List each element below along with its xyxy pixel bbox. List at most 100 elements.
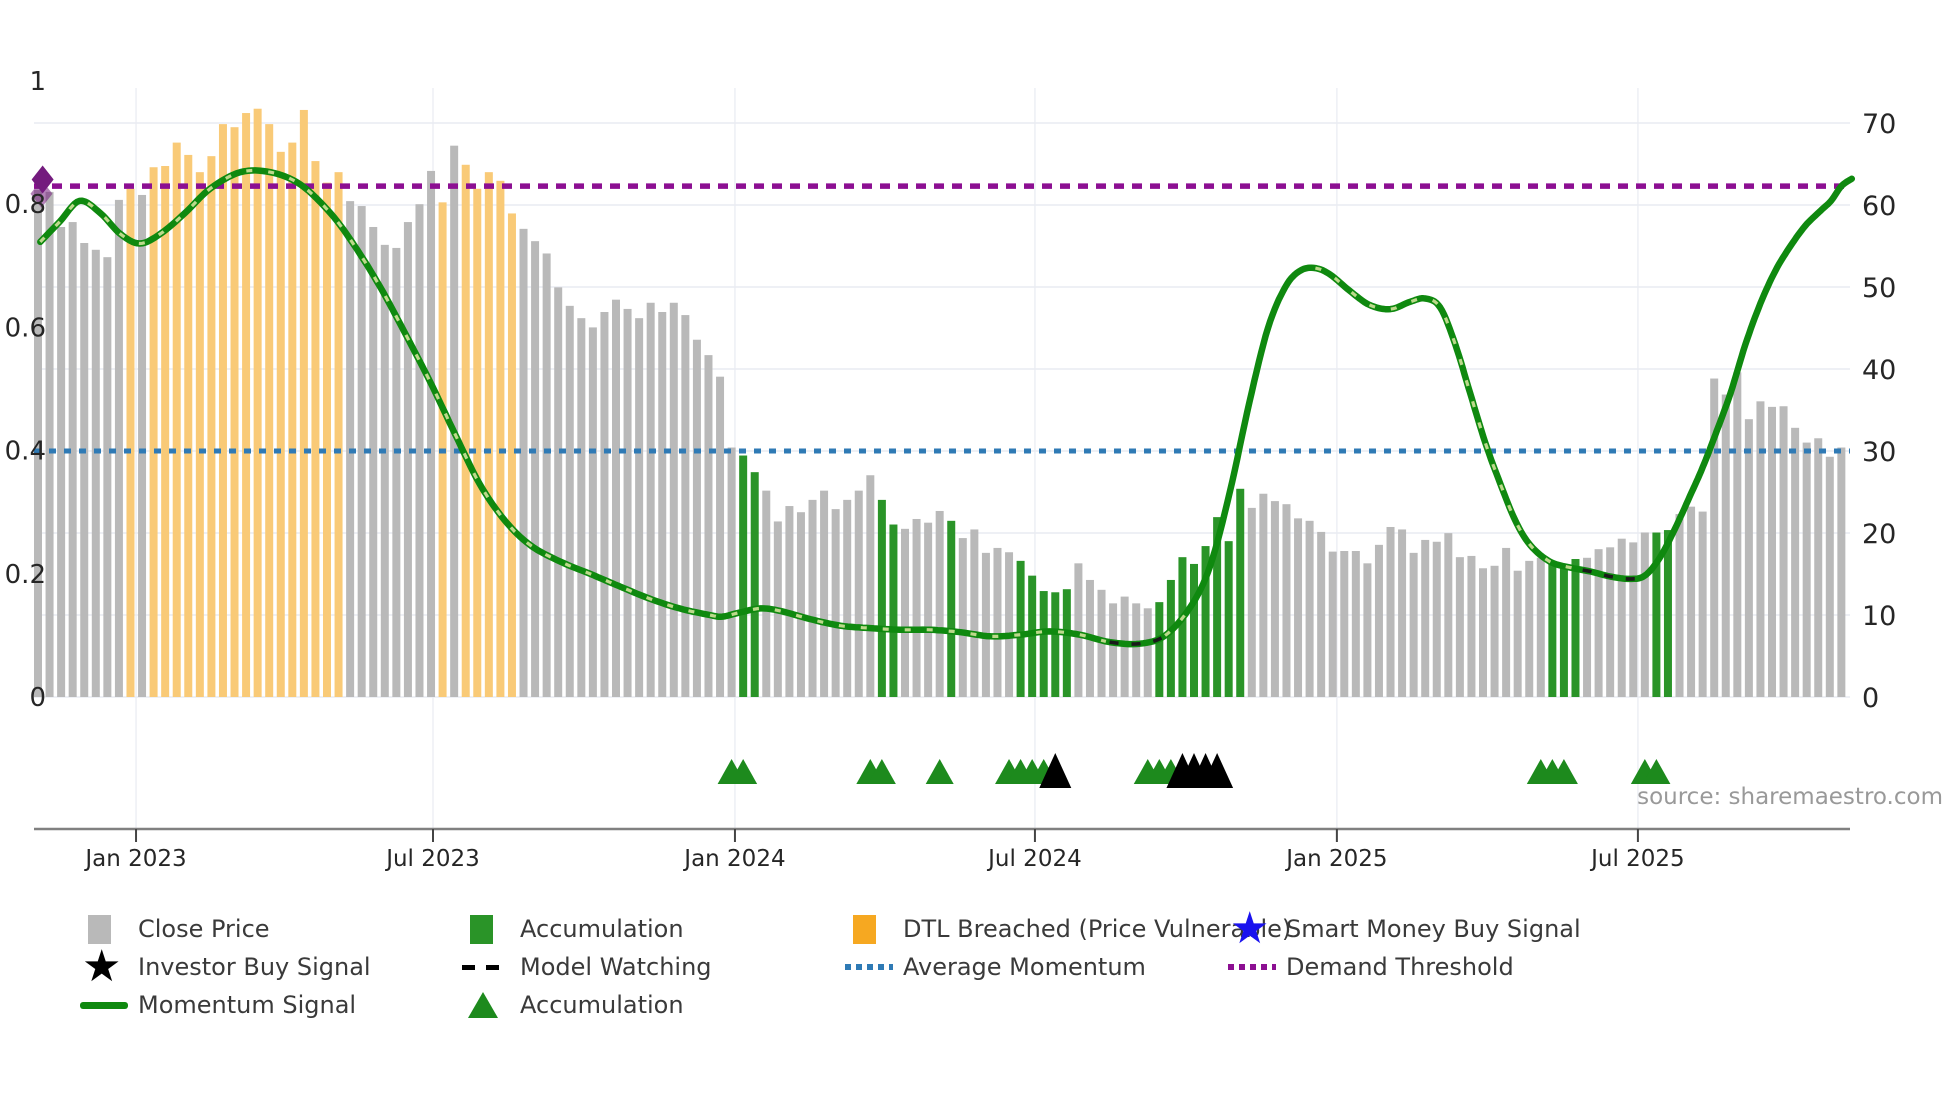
close-price-bar (1687, 506, 1696, 697)
accumulation-bar (1039, 591, 1048, 697)
accumulation-bar (1548, 562, 1557, 697)
legend-item-smart-money-buy-signal: ★ Smart Money Buy Signal (1228, 903, 1581, 954)
close-price-bar (1837, 447, 1846, 697)
close-price-bar (1143, 608, 1152, 697)
legend-column: ★ Smart Money Buy Signal Demand Threshold (1228, 903, 1581, 984)
close-price-bar (114, 199, 123, 697)
dtl-breached-bar (461, 164, 470, 697)
close-price-bar (1305, 520, 1314, 697)
legend-label: Demand Threshold (1286, 953, 1514, 981)
close-price-bar (970, 529, 979, 697)
demand-threshold-swatch (1228, 964, 1286, 970)
left-axis-tick-label: 0.8 (5, 190, 46, 220)
x-axis-tick-label: Jul 2024 (986, 846, 1082, 872)
accumulation-triangle-icon (1642, 759, 1671, 784)
legend-label: Accumulation (520, 991, 684, 1019)
accumulation-bar (1224, 541, 1233, 697)
dtl-breached-bar (218, 124, 227, 698)
close-price-bar (392, 247, 401, 697)
legend-column: Accumulation Model Watching Accumulation (462, 912, 712, 1022)
accumulation-bar (1166, 579, 1175, 697)
dtl-breached-square-icon (853, 914, 876, 944)
close-price-bar (531, 241, 540, 697)
close-price-bar (1479, 568, 1487, 697)
x-axis (34, 827, 1850, 842)
close-price-bar (1606, 547, 1615, 697)
dtl-breached-bar (299, 109, 308, 697)
close-price-bar (1398, 529, 1407, 697)
close-price-bar (1744, 419, 1753, 697)
investor-buy-signal-swatch: ★ (80, 945, 138, 989)
accumulation-triangle-icon (729, 759, 758, 784)
model-watching-dashed-line-icon (462, 964, 510, 970)
close-price-bar (1294, 518, 1303, 697)
close-price-bar (1814, 438, 1823, 697)
close-price-bar (1259, 493, 1268, 697)
dtl-breached-bar (230, 127, 239, 697)
close-price-square-icon (88, 914, 111, 944)
model-watching-dash-overlay (1582, 568, 1638, 581)
purple-diamond-icon (30, 179, 53, 208)
smart-money-buy-signal-star-icon: ★ (1230, 903, 1270, 954)
dtl-breached-bar (161, 166, 170, 697)
dtl-breached-bar (242, 113, 251, 698)
accumulation-bar (739, 455, 748, 697)
legend-column: Close Price ★ Investor Buy Signal Momentum … (80, 912, 371, 1022)
legend-item-demand-threshold: Demand Threshold (1228, 950, 1581, 984)
close-price-bar (635, 318, 644, 697)
dtl-breached-bar (334, 172, 343, 698)
close-price-bar (1513, 570, 1522, 697)
legend-column: DTL Breached (Price Vulnerable) Average M… (845, 912, 1291, 984)
close-price-bar (993, 547, 1002, 697)
close-price-bar (1640, 532, 1649, 697)
accumulation-bar (1016, 560, 1025, 697)
close-price-bar (1721, 394, 1730, 697)
accumulation-bar (1190, 563, 1198, 697)
close-price-bar (1768, 406, 1776, 697)
dtl-breached-bar (507, 213, 516, 697)
accumulation-markers-swatch (462, 992, 520, 1018)
investor-buy-triangle-icon (1039, 753, 1072, 788)
close-price-bar (1617, 538, 1626, 697)
close-price-bar (565, 305, 574, 697)
legend-label: Momentum Signal (138, 991, 357, 1019)
dtl-breached-bar (184, 154, 193, 698)
accumulation-bar (1178, 557, 1187, 697)
dtl-breached-bar (149, 167, 158, 698)
close-price-bar (1282, 504, 1291, 697)
close-price-bar (912, 518, 921, 697)
legend-item-momentum-signal: Momentum Signal (80, 988, 371, 1022)
close-price-bar (658, 312, 667, 697)
legend-label: Smart Money Buy Signal (1286, 915, 1581, 943)
close-price-bar (1351, 551, 1360, 697)
accumulation-bar (1062, 589, 1071, 697)
close-price-bar (1825, 456, 1834, 697)
right-axis-tick-label: 10 (1862, 601, 1896, 632)
legend-item-close-price: Close Price (80, 912, 371, 946)
close-price-bar (1756, 401, 1765, 697)
close-price-bar (1005, 552, 1014, 697)
close-price-bar (1802, 442, 1811, 697)
close-price-bar (716, 376, 725, 697)
close-price-bar (403, 222, 412, 697)
dtl-breached-bar (288, 142, 297, 698)
close-price-bar (1490, 565, 1499, 697)
close-price-bar (820, 490, 829, 697)
close-price-bar (1109, 603, 1118, 697)
dtl-breached-swatch (845, 914, 903, 944)
close-price-bar (1583, 557, 1592, 697)
momentum-dash-overlay (1315, 266, 1581, 572)
close-price-bar (785, 506, 794, 697)
accumulation-bar (1559, 568, 1568, 697)
close-price-bar (1698, 511, 1707, 697)
right-axis-tick-label: 40 (1862, 355, 1896, 386)
close-price-bar (808, 499, 817, 697)
accumulation-bars-swatch (462, 914, 520, 944)
legend-label: Model Watching (520, 953, 712, 981)
close-price-bar (369, 226, 378, 697)
close-price-bar (1328, 551, 1337, 697)
close-price-bar (901, 528, 909, 697)
momentum-dash-overlay (1164, 605, 1192, 637)
source-watermark: source: sharemaestro.com (1637, 784, 1943, 810)
accumulation-bar (889, 524, 898, 697)
